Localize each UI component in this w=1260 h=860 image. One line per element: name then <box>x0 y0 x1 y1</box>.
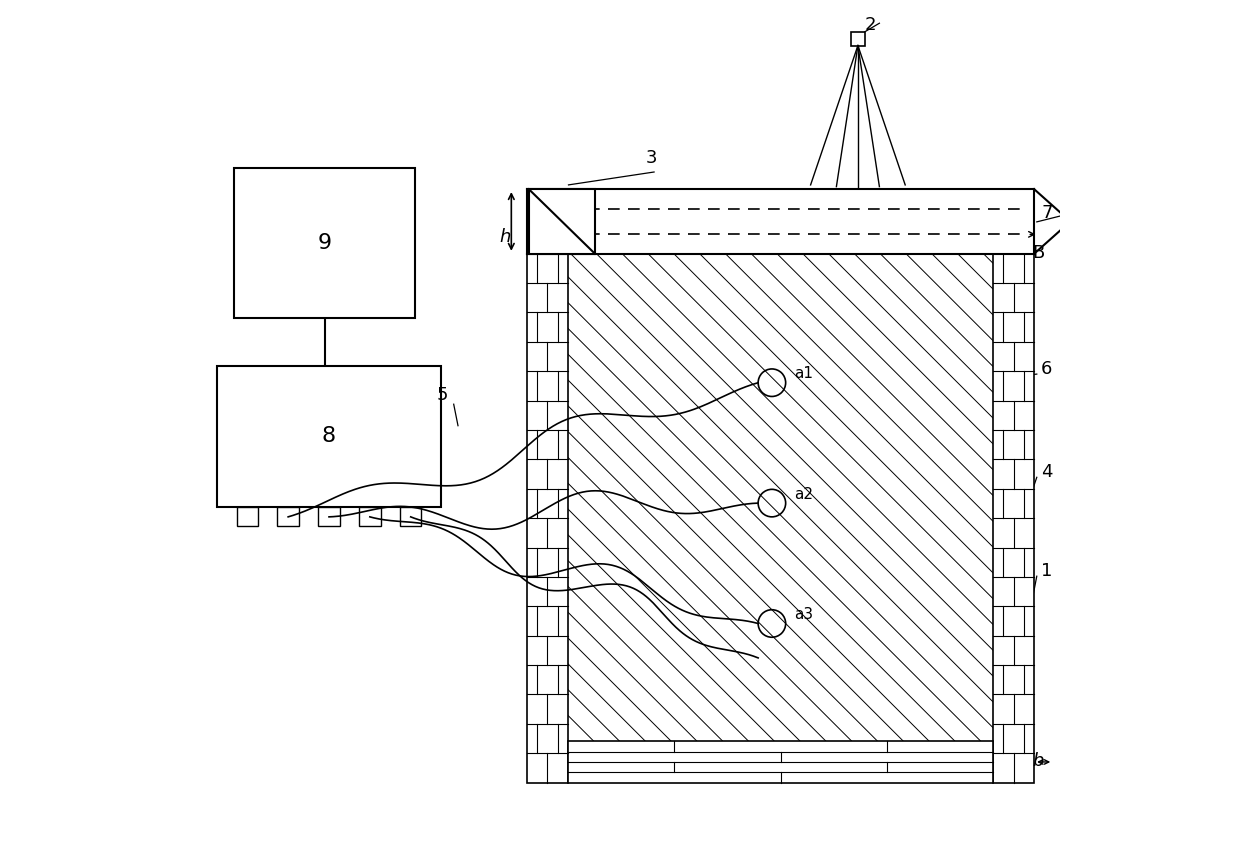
Text: h: h <box>500 228 512 245</box>
Text: 2: 2 <box>864 16 876 34</box>
Bar <box>529 189 595 254</box>
Text: 3: 3 <box>645 150 656 168</box>
Bar <box>399 507 421 526</box>
Text: 9: 9 <box>318 233 331 253</box>
Text: a1: a1 <box>794 366 813 381</box>
Bar <box>319 507 340 526</box>
Text: 7: 7 <box>1041 204 1052 222</box>
Bar <box>850 32 864 46</box>
Bar <box>527 254 568 783</box>
Bar <box>568 741 993 783</box>
Bar <box>217 366 441 507</box>
Bar <box>568 254 993 741</box>
Text: 6: 6 <box>1041 360 1052 378</box>
Text: b: b <box>1032 752 1043 770</box>
Text: a3: a3 <box>794 607 814 622</box>
Bar <box>237 507 258 526</box>
Bar <box>277 507 299 526</box>
Text: 8: 8 <box>323 427 336 446</box>
Text: 1: 1 <box>1041 562 1052 581</box>
Text: B: B <box>1032 244 1045 261</box>
Text: 4: 4 <box>1041 464 1052 482</box>
Bar <box>993 254 1034 783</box>
Bar <box>234 168 415 318</box>
Bar <box>359 507 381 526</box>
Text: 5: 5 <box>436 386 449 404</box>
Text: a2: a2 <box>794 487 813 501</box>
